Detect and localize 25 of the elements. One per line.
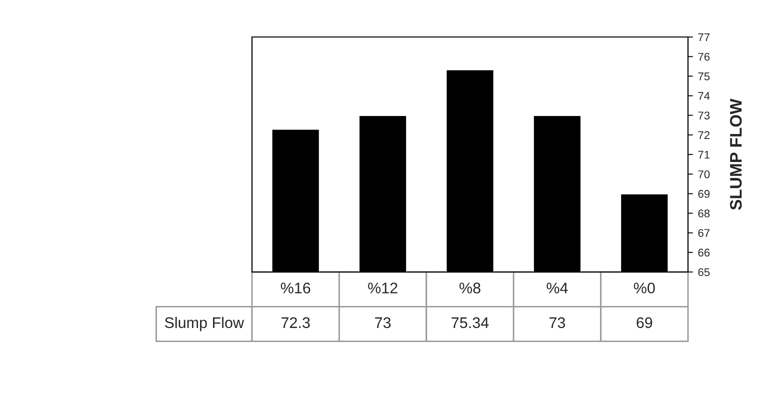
y-tick-label: 66	[698, 248, 710, 257]
y-tick-label: 72	[698, 131, 710, 139]
data-label: 73	[549, 317, 566, 328]
y-tick-label: 71	[698, 150, 710, 159]
y-tick-label: 77	[698, 33, 710, 42]
y-tick-label: 67	[698, 229, 710, 237]
y-tick-label: 73	[698, 112, 710, 120]
data-label: 69	[636, 317, 652, 328]
y-tick-label: 76	[698, 52, 710, 61]
y-tick-label: 69	[698, 190, 710, 198]
y-tick-label: 65	[698, 268, 710, 276]
y-tick-label: 74	[698, 92, 710, 100]
x-tick-label: %8	[460, 282, 480, 294]
data-label: 75.34	[452, 317, 489, 328]
x-tick-label: %12	[368, 282, 398, 294]
y-tick-label: 68	[698, 210, 710, 218]
series-label: Slump Flow	[164, 316, 244, 332]
x-tick-label: %4	[546, 282, 568, 294]
y-axis-title: SLUMP FLOW	[730, 98, 742, 210]
y-tick-label: 70	[698, 170, 710, 178]
y-tick-label: 75	[698, 72, 710, 80]
data-label: 73	[375, 317, 391, 328]
data-label: 72.3	[282, 317, 310, 328]
x-tick-label: %0	[634, 282, 655, 294]
x-tick-label: %16	[280, 282, 310, 294]
